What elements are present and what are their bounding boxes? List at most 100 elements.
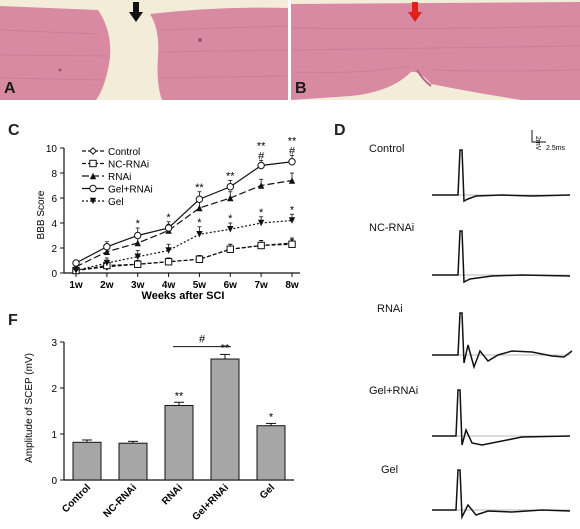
- chart-c-x-tick-label: 8w: [285, 280, 299, 291]
- data-point: [288, 217, 296, 224]
- data-point: [288, 177, 296, 184]
- histology-image-b: B: [291, 0, 580, 100]
- significance-marker: *: [136, 218, 141, 230]
- histology-image-a: A: [0, 0, 288, 100]
- data-point: [72, 267, 80, 274]
- comparison-marker: #: [199, 334, 206, 346]
- chart-c-x-tick-label: 1w: [69, 280, 83, 291]
- trace-label-nc-rnai: NC-RNAi: [369, 222, 415, 234]
- significance-marker: *: [166, 212, 171, 224]
- legend-marker: [89, 159, 97, 168]
- chart-c-y-tick-label: 0: [51, 269, 57, 280]
- tissue-section-a: [0, 0, 288, 100]
- chart-c-axes: 0 2 4 6 8 10 1w 2w 3w 4w 5w 6w 7w 8w: [46, 144, 300, 291]
- series-gel: [72, 213, 296, 274]
- data-point: [103, 259, 111, 267]
- data-point: [257, 182, 265, 189]
- series-gel-rnai: [72, 155, 296, 267]
- legend-label: RNAi: [108, 172, 131, 183]
- series-nc-rnai: [72, 238, 296, 275]
- bar-nc-rnai: [118, 442, 148, 481]
- chart-c-x-tick-label: 3w: [131, 280, 145, 291]
- chart-f-y-tick-label: 2: [51, 384, 57, 395]
- significance-marker: *: [228, 213, 233, 225]
- data-point: [195, 255, 204, 263]
- significance-marker: *: [197, 217, 202, 229]
- category-label: Gel: [258, 482, 277, 501]
- legend-marker: [89, 147, 97, 155]
- legend-marker: [89, 197, 97, 205]
- significance-marker: *: [269, 411, 274, 423]
- significance-marker: **: [226, 171, 235, 183]
- bar-rnai: [164, 404, 194, 481]
- category-label: RNAi: [160, 482, 185, 507]
- panel-label-f: F: [8, 312, 18, 329]
- data-point: [288, 240, 296, 248]
- chart-f-y-tick-label: 3: [51, 338, 57, 349]
- category-label: Control: [60, 482, 93, 515]
- series-line: [75, 219, 293, 272]
- significance-marker: **: [288, 136, 297, 148]
- chart-c-y-tick-label: 6: [51, 194, 57, 205]
- legend-label: Gel: [108, 197, 124, 208]
- data-point: [103, 243, 111, 251]
- data-point: [226, 183, 234, 191]
- panel-label-c: C: [8, 122, 20, 139]
- tissue-section-b: [291, 0, 580, 100]
- data-point: [134, 260, 142, 268]
- chart-c-x-tick-label: 4w: [162, 280, 176, 291]
- scale-voltage-label: 2mV: [534, 136, 541, 151]
- legend-label: Control: [108, 147, 140, 158]
- data-point: [196, 231, 203, 238]
- data-point: [72, 259, 80, 267]
- chart-c-x-tick-label: 7w: [254, 280, 268, 291]
- chart-f-y-tick-label: 1: [51, 430, 57, 441]
- panel-label-d: D: [334, 122, 346, 139]
- chart-c-y-tick-label: 8: [51, 169, 57, 180]
- category-label: NC-RNAi: [101, 482, 139, 520]
- data-point: [164, 258, 173, 266]
- data-point: [257, 241, 265, 250]
- chart-c-x-axis-label: Weeks after SCI: [142, 290, 225, 302]
- chart-f-bars: Control NC-RNAi ** RNAi ** Gel+RNAi * Gel #: [60, 334, 286, 523]
- significance-marker: **: [221, 342, 230, 354]
- scale-time-label: 2.5ms: [546, 145, 566, 152]
- significance-marker: #: [258, 151, 265, 163]
- chart-c-y-tick-label: 10: [46, 144, 58, 155]
- panel-label-b: B: [295, 80, 307, 97]
- scale-bar: 2mV 2.5ms: [531, 130, 566, 152]
- panel-label-a: A: [4, 80, 16, 97]
- scep-amplitude-bar-chart: 0 1 2 3 Control NC-RNAi ** RNAi ** Gel+RNAi * Gel #…: [24, 334, 294, 523]
- significance-marker: #: [289, 146, 296, 158]
- bar-gel-rnai: [210, 358, 240, 481]
- legend-marker: [89, 172, 97, 180]
- data-point: [226, 245, 234, 253]
- chart-f-y-axis-label: Amplitude of SCEP (mV): [24, 353, 35, 463]
- chart-f-y-tick-label: 0: [51, 476, 57, 487]
- data-point: [164, 224, 173, 232]
- black-arrow-icon: [129, 2, 143, 22]
- data-point: [257, 219, 265, 227]
- red-arrow-icon: [408, 2, 422, 22]
- legend-marker: [89, 184, 97, 193]
- trace-label-rnai: RNAi: [377, 303, 403, 315]
- scep-waveforms: [432, 149, 573, 520]
- data-point: [227, 194, 234, 202]
- data-point: [165, 247, 172, 254]
- trace-label-gel-rnai: Gel+RNAi: [369, 385, 419, 397]
- significance-marker: **: [257, 141, 266, 153]
- chart-c-x-tick-label: 5w: [193, 280, 207, 291]
- chart-c-x-tick-label: 2w: [100, 280, 114, 291]
- series-line: [75, 161, 293, 264]
- significance-marker: *: [259, 207, 264, 219]
- data-point: [134, 239, 141, 247]
- trace-nc-rnai: [432, 230, 571, 284]
- legend-label: Gel+RNAi: [108, 185, 153, 196]
- bar-control: [72, 441, 102, 481]
- data-point: [288, 158, 296, 166]
- significance-marker: **: [175, 390, 184, 402]
- data-point: [103, 248, 111, 255]
- trace-control: [432, 149, 571, 203]
- chart-c-y-axis-label: BBB Score: [36, 190, 47, 239]
